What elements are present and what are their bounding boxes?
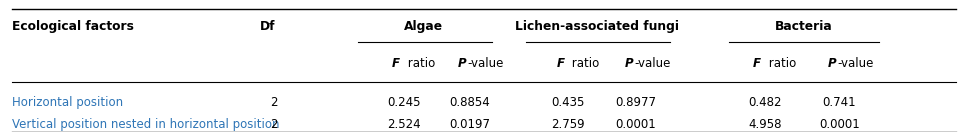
Text: F: F: [392, 57, 400, 70]
Text: 2.524: 2.524: [387, 118, 420, 131]
Text: -value: -value: [468, 57, 504, 70]
Text: Algae: Algae: [405, 20, 443, 33]
Text: Df: Df: [259, 20, 275, 33]
Text: -value: -value: [837, 57, 874, 70]
Text: Horizontal position: Horizontal position: [12, 96, 123, 109]
Text: Ecological factors: Ecological factors: [12, 20, 134, 33]
Text: 0.0197: 0.0197: [449, 118, 490, 131]
Text: 0.435: 0.435: [552, 96, 585, 109]
Text: 0.0001: 0.0001: [616, 118, 656, 131]
Text: ratio: ratio: [765, 57, 796, 70]
Text: 0.8977: 0.8977: [616, 96, 656, 109]
Text: F: F: [753, 57, 761, 70]
Text: P: P: [828, 57, 836, 70]
Text: 2.759: 2.759: [552, 118, 585, 131]
Text: 0.0001: 0.0001: [819, 118, 860, 131]
Text: ratio: ratio: [404, 57, 435, 70]
Text: 0.482: 0.482: [748, 96, 781, 109]
Text: F: F: [557, 57, 564, 70]
Text: 0.8854: 0.8854: [449, 96, 490, 109]
Text: 2: 2: [270, 96, 278, 109]
Text: 0.245: 0.245: [387, 96, 420, 109]
Text: 4.958: 4.958: [748, 118, 781, 131]
Text: ratio: ratio: [568, 57, 599, 70]
Text: Bacteria: Bacteria: [774, 20, 832, 33]
Text: P: P: [624, 57, 633, 70]
Text: 0.741: 0.741: [823, 96, 856, 109]
Text: Vertical position nested in horizontal position: Vertical position nested in horizontal p…: [12, 118, 279, 131]
Text: Lichen-associated fungi: Lichen-associated fungi: [515, 20, 680, 33]
Text: 2: 2: [270, 118, 278, 131]
Text: -value: -value: [634, 57, 671, 70]
Text: P: P: [458, 57, 467, 70]
